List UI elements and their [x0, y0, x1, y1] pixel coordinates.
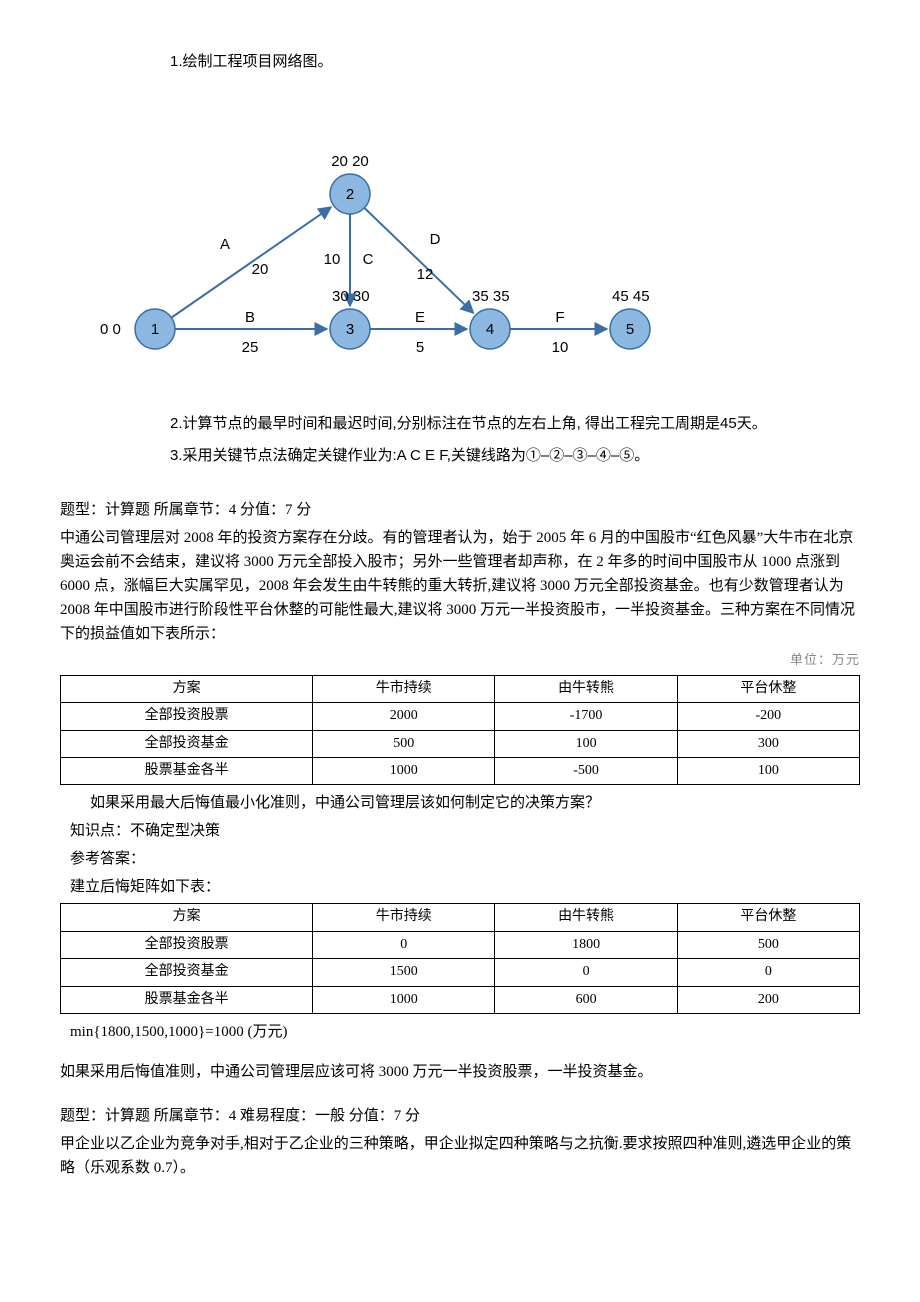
table-header: 由牛转熊: [495, 675, 677, 702]
table-cell: 500: [677, 931, 859, 958]
q1-body: 中通公司管理层对 2008 年的投资方案存在分歧。有的管理者认为，始于 2005…: [60, 526, 860, 646]
table-cell: 全部投资基金: [61, 959, 313, 986]
edge-weight: 20: [252, 261, 269, 278]
node-times: 0 0: [100, 321, 121, 338]
table-header: 由牛转熊: [495, 904, 677, 931]
table-cell: 100: [677, 757, 859, 784]
node-id: 4: [486, 321, 494, 338]
payoff-table: 方案牛市持续由牛转熊平台休整 全部投资股票2000-1700-200全部投资基金…: [60, 675, 860, 786]
table-cell: -1700: [495, 703, 677, 730]
table-cell: 500: [313, 730, 495, 757]
q1-meta: 题型：计算题 所属章节：4 分值：7 分: [60, 498, 860, 522]
table-cell: 0: [495, 959, 677, 986]
unit-label: 单位：万元: [60, 650, 860, 671]
edge-label: F: [555, 309, 564, 326]
edge-label: C: [363, 251, 374, 268]
table-cell: 100: [495, 730, 677, 757]
table-cell: 1500: [313, 959, 495, 986]
table-cell: 0: [677, 959, 859, 986]
table-row: 全部投资基金150000: [61, 959, 860, 986]
step-3-text: 3.采用关键节点法确定关键作业为:A C E F,关键线路为①–②–③–④–⑤。: [170, 444, 860, 468]
q1-knowledge-point: 知识点：不确定型决策: [70, 819, 860, 843]
table-header: 方案: [61, 675, 313, 702]
q1-question: 如果采用最大后悔值最小化准则，中通公司管理层该如何制定它的决策方案？: [60, 791, 860, 815]
table-row: 全部投资基金500100300: [61, 730, 860, 757]
step-2-text: 2.计算节点的最早时间和最迟时间,分别标注在节点的左右上角, 得出工程完工周期是…: [170, 412, 860, 436]
node-id: 3: [346, 321, 354, 338]
table-row: 全部投资股票01800500: [61, 931, 860, 958]
edge-weight: 5: [416, 339, 424, 356]
edge: [364, 208, 473, 313]
edge-label: E: [415, 309, 425, 326]
network-svg: A 20 B 25 C 10 D 12 E 5 F 10 1 0 0 2 20 20 3 30 30 4 35 35 5…: [60, 84, 700, 384]
diagram-caption: 1.绘制工程项目网络图。: [170, 50, 860, 74]
table-cell: 1000: [313, 986, 495, 1013]
q2-body: 甲企业以乙企业为竞争对手,相对于乙企业的三种策略，甲企业拟定四种策略与之抗衡.要…: [60, 1132, 860, 1180]
table-header: 平台休整: [677, 675, 859, 702]
answer-label: 参考答案：: [70, 847, 860, 871]
edge-weight: 12: [417, 266, 434, 283]
min-formula: min{1800,1500,1000}=1000 (万元): [70, 1020, 860, 1044]
table-row: 股票基金各半1000-500100: [61, 757, 860, 784]
diagram-section: 1.绘制工程项目网络图。 A20B25C10D12E5F1010 0220 20…: [170, 50, 860, 468]
network-diagram: A 20 B 25 C 10 D 12 E 5 F 10 1 0 0 2 20 20 3 30 30 4 35 35 5…: [60, 84, 860, 392]
conclusion: 如果采用后悔值准则，中通公司管理层应该可将 3000 万元一半投资股票，一半投资…: [60, 1060, 860, 1084]
node-times: 20 20: [331, 153, 369, 170]
table-cell: 股票基金各半: [61, 757, 313, 784]
table-cell: 全部投资股票: [61, 931, 313, 958]
edge-weight: 10: [324, 251, 341, 268]
q2-meta: 题型：计算题 所属章节：4 难易程度：一般 分值：7 分: [60, 1104, 860, 1128]
node-id: 2: [346, 186, 354, 203]
node-id: 1: [151, 321, 159, 338]
table-header: 牛市持续: [313, 904, 495, 931]
table-cell: 全部投资基金: [61, 730, 313, 757]
table-cell: 1000: [313, 757, 495, 784]
edge-label: B: [245, 309, 255, 326]
table-cell: -500: [495, 757, 677, 784]
table-header: 牛市持续: [313, 675, 495, 702]
edge-weight: 10: [552, 339, 569, 356]
table-cell: -200: [677, 703, 859, 730]
table-cell: 2000: [313, 703, 495, 730]
node-id: 5: [626, 321, 634, 338]
edge-label: D: [430, 231, 441, 248]
regret-table: 方案牛市持续由牛转熊平台休整 全部投资股票01800500全部投资基金15000…: [60, 903, 860, 1014]
edge-label: A: [220, 236, 230, 253]
edge-weight: 25: [242, 339, 259, 356]
table-cell: 1800: [495, 931, 677, 958]
table-cell: 0: [313, 931, 495, 958]
answer-intro: 建立后悔矩阵如下表：: [70, 875, 860, 899]
node-times: 45 45: [612, 288, 650, 305]
table-cell: 全部投资股票: [61, 703, 313, 730]
table-row: 股票基金各半1000600200: [61, 986, 860, 1013]
table-row: 全部投资股票2000-1700-200: [61, 703, 860, 730]
table-header: 平台休整: [677, 904, 859, 931]
table-cell: 300: [677, 730, 859, 757]
table-cell: 600: [495, 986, 677, 1013]
table-cell: 200: [677, 986, 859, 1013]
table-cell: 股票基金各半: [61, 986, 313, 1013]
node-times: 30 30: [332, 288, 370, 305]
table-header: 方案: [61, 904, 313, 931]
node-times: 35 35: [472, 288, 510, 305]
